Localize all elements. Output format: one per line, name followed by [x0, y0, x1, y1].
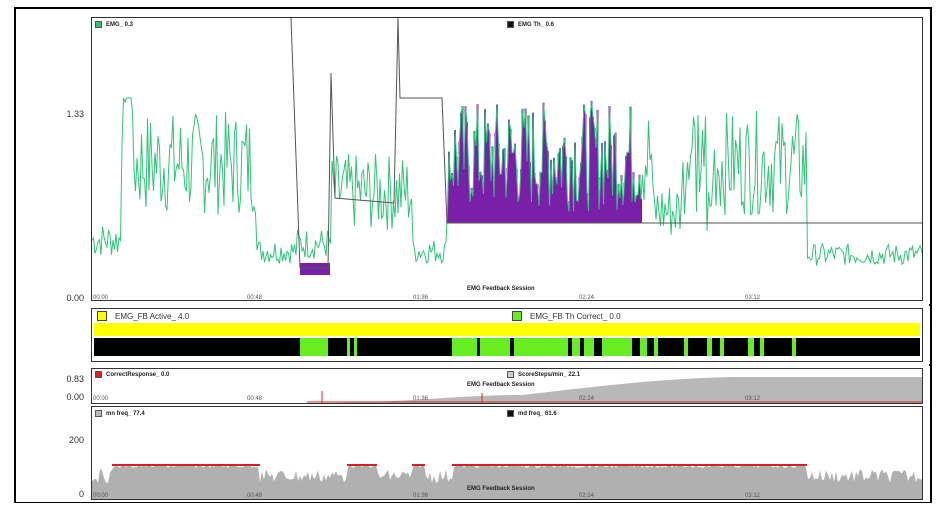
emg-signal-trace [92, 97, 922, 266]
mean-frequency-area [92, 464, 922, 499]
emg-x-tick: 00:48 [247, 295, 263, 301]
response-x-tick: 02:24 [579, 396, 595, 402]
feedback-correct-segment [300, 338, 328, 356]
feedback-correct-segment [347, 338, 350, 356]
response-x-tick: 01:36 [413, 396, 429, 402]
emg-feedback-window: 1.33 0.00 EMG_ 0.3 EMG Th_ 0.6 EMG Feedb… [14, 7, 932, 503]
feedback-active-bar [94, 323, 920, 336]
response-x-tick: 00:00 [93, 396, 109, 402]
response-legend-right-label: ScoreSteps/min_ 22.1 [518, 371, 581, 378]
freq-x-tick: 03:12 [745, 493, 761, 499]
response-x-axis-title: EMG Feedback Session [467, 382, 535, 388]
response-y-min-label: 0.00 [66, 392, 84, 402]
feedback-legend-left: EMG_FB Active_ 4.0 [97, 311, 189, 321]
feedback-correct-segment [760, 338, 764, 356]
emg-x-axis-title: EMG Feedback Session [467, 286, 535, 292]
feedback-legend-left-label: EMG_FB Active_ 4.0 [115, 311, 190, 321]
response-legend-left-label: CorrectResponse_ 0.0 [106, 371, 170, 378]
freq-plot-area[interactable]: mn freq_ 77.4 md freq_ 61.6 EMG Feedback… [91, 406, 923, 500]
freq-x-axis-title: EMG Feedback Session [467, 486, 535, 492]
freq-x-tick: 01:36 [413, 493, 429, 499]
emg-legend-right: EMG Th_ 0.6 [507, 21, 554, 28]
feedback-correct-segment [514, 338, 568, 356]
response-legend-right: ScoreSteps/min_ 22.1 [507, 371, 580, 378]
freq-x-tick: 00:48 [247, 493, 263, 499]
emg-y-max-label: 1.33 [66, 109, 84, 119]
response-plot-area[interactable]: CorrectResponse_ 0.0 ScoreSteps/min_ 22.… [91, 368, 923, 404]
emg-threshold-swatch-icon[interactable] [507, 21, 514, 28]
freq-legend-right: md freq_ 61.6 [507, 410, 557, 417]
feedback-correct-bar [94, 338, 920, 356]
feedback-legend-right-label: EMG_FB Th Correct_ 0.0 [530, 311, 621, 321]
response-y-max-label: 0.83 [66, 374, 84, 384]
emg-legend-swatch-icon[interactable] [95, 21, 102, 28]
emg-signal-graph [92, 18, 922, 275]
response-x-tick: 00:48 [247, 396, 263, 402]
emg-chart-panel: 1.33 0.00 EMG_ 0.3 EMG Th_ 0.6 EMG Feedb… [16, 9, 930, 304]
frequency-graph [92, 464, 922, 499]
freq-y-max-label: 200 [68, 435, 84, 445]
feedback-legend-right: EMG_FB Th Correct_ 0.0 [512, 311, 621, 321]
freq-x-tick: 02:24 [579, 493, 595, 499]
emg-x-tick: 02:24 [579, 295, 595, 301]
emg-x-tick: 03:12 [745, 295, 761, 301]
mean-freq-swatch-icon[interactable] [95, 410, 102, 417]
feedback-correct-segment [354, 338, 357, 356]
freq-legend-right-label: md freq_ 61.6 [518, 410, 557, 417]
score-area [307, 377, 922, 403]
frequency-panel: 200 0 mn freq_ 77.4 md freq_ 61.6 EMG Fe… [16, 405, 930, 502]
freq-y-min-label: 0 [78, 489, 84, 499]
emg-x-tick: 01:36 [413, 295, 429, 301]
feedback-correct-segment [654, 338, 658, 356]
emg-plot-area[interactable]: EMG_ 0.3 EMG Th_ 0.6 EMG Feedback Sessio… [91, 17, 923, 301]
freq-x-tick: 00:00 [93, 493, 109, 499]
feedback-active-swatch-icon[interactable] [97, 311, 107, 321]
feedback-correct-segment [792, 338, 796, 356]
freq-legend-left: mn freq_ 77.4 [95, 410, 145, 417]
feedback-correct-segment [452, 338, 477, 356]
response-legend-left: CorrectResponse_ 0.0 [95, 371, 169, 378]
feedback-plot-area[interactable]: EMG_FB Active_ 4.0 EMG_FB Th Correct_ 0.… [91, 308, 923, 362]
feedback-correct-swatch-icon[interactable] [512, 311, 522, 321]
feedback-panel: EMG_FB Active_ 4.0 EMG_FB Th Correct_ 0.… [16, 306, 930, 364]
freq-legend-left-label: mn freq_ 77.4 [106, 410, 145, 417]
feedback-correct-segment [707, 338, 712, 356]
response-swatch-icon[interactable] [95, 371, 102, 378]
feedback-correct-segment [584, 338, 594, 356]
response-x-tick: 03:12 [745, 396, 761, 402]
emg-x-tick: 00:00 [93, 295, 109, 301]
response-graph [307, 377, 922, 403]
median-freq-swatch-icon[interactable] [507, 410, 514, 417]
emg-y-min-label: 0.00 [66, 293, 84, 303]
emg-legend-right-label: EMG Th_ 0.6 [518, 21, 555, 28]
emg-legend-left-label: EMG_ 0.3 [106, 21, 134, 28]
feedback-correct-segment [602, 338, 632, 356]
score-swatch-icon[interactable] [507, 371, 514, 378]
feedback-correct-segment [748, 338, 754, 356]
emg-above-threshold-area [300, 263, 330, 275]
feedback-correct-segment [640, 338, 647, 356]
feedback-correct-segment [684, 338, 688, 356]
feedback-correct-segment [572, 338, 580, 356]
response-panel: 0.83 0.00 CorrectResponse_ 0.0 ScoreStep… [16, 366, 930, 405]
emg-threshold-trace [290, 18, 922, 269]
feedback-correct-segment [480, 338, 510, 356]
emg-legend-left: EMG_ 0.3 [95, 21, 133, 28]
feedback-correct-segment [720, 338, 724, 356]
